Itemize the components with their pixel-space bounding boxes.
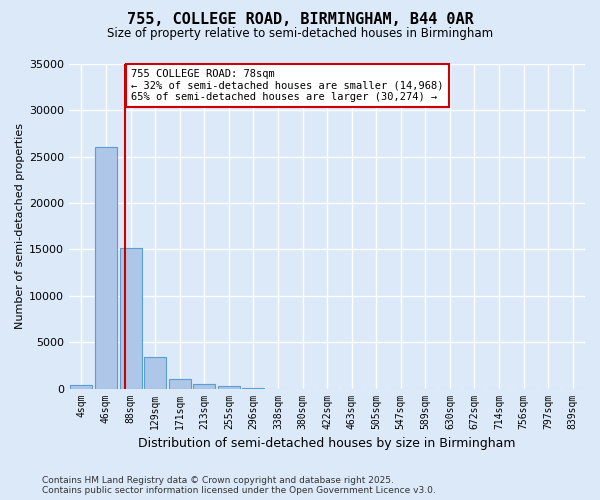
Text: Contains HM Land Registry data © Crown copyright and database right 2025.
Contai: Contains HM Land Registry data © Crown c…	[42, 476, 436, 495]
Bar	[218, 386, 240, 388]
X-axis label: Distribution of semi-detached houses by size in Birmingham: Distribution of semi-detached houses by …	[139, 437, 516, 450]
Bar	[95, 146, 117, 388]
Bar	[119, 248, 142, 388]
Bar	[193, 384, 215, 388]
Y-axis label: Number of semi-detached properties: Number of semi-detached properties	[15, 124, 25, 330]
Bar	[144, 358, 166, 388]
Bar	[70, 385, 92, 388]
Text: 755 COLLEGE ROAD: 78sqm
← 32% of semi-detached houses are smaller (14,968)
65% o: 755 COLLEGE ROAD: 78sqm ← 32% of semi-de…	[131, 69, 443, 102]
Bar	[169, 379, 191, 388]
Text: Size of property relative to semi-detached houses in Birmingham: Size of property relative to semi-detach…	[107, 28, 493, 40]
Text: 755, COLLEGE ROAD, BIRMINGHAM, B44 0AR: 755, COLLEGE ROAD, BIRMINGHAM, B44 0AR	[127, 12, 473, 28]
